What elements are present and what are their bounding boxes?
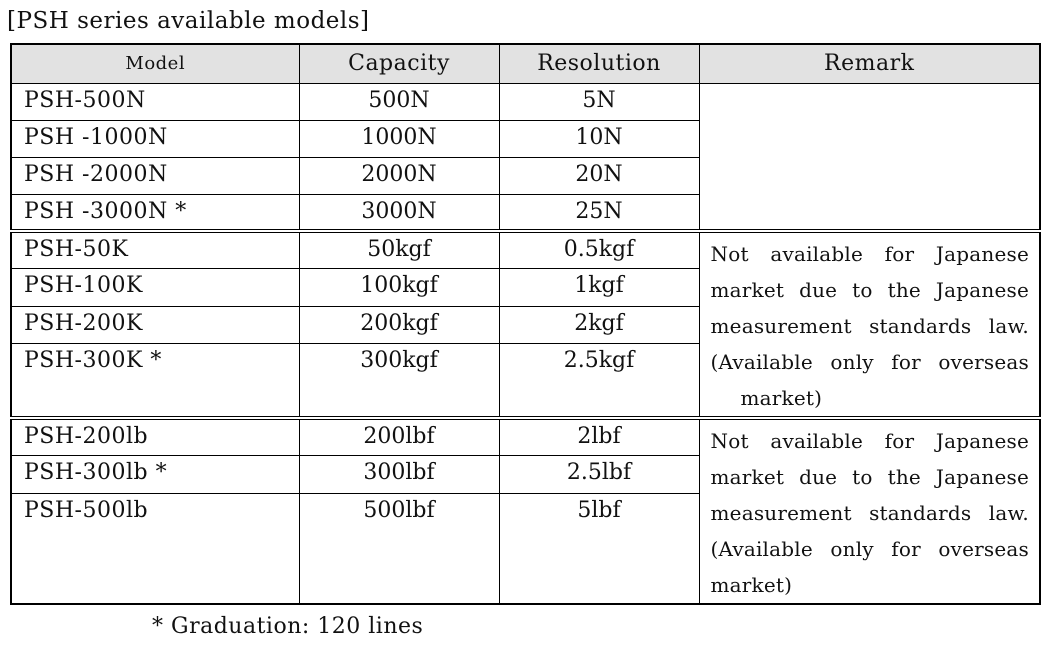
model-cell: PSH-100K [10, 268, 300, 307]
column-header-resolution: Resolution [498, 43, 700, 84]
model-cell: PSH -1000N [10, 119, 300, 158]
model-cell: PSH -2000N [10, 156, 300, 195]
page-title: [PSH series available models] [7, 8, 370, 34]
capacity-cell: 500N [298, 82, 500, 121]
remark-text-line: Not available for Japanese [710, 429, 1029, 454]
remark-cell-newton [698, 82, 1041, 232]
model-cell: PSH -3000N * [10, 193, 300, 232]
capacity-cell: 2000N [298, 156, 500, 195]
table-row: PSH-200lb 200lbf 2lbf Not available for … [10, 416, 1041, 605]
capacity-cell: 100kgf [298, 268, 500, 307]
models-table: Model Capacity Resolution Remark PSH-500… [10, 42, 1041, 606]
table-row: PSH-50K 50kgf 0.5kgf Not available for J… [10, 229, 1041, 419]
remark-text-line: measurement standards law. [710, 501, 1029, 526]
table-row: PSH-100K 100kgf 1kgf [10, 268, 1040, 307]
column-header-remark: Remark [698, 43, 1041, 84]
table-row: PSH-500lb 500lbf 5lbf [10, 493, 1040, 605]
model-cell: PSH-200lb [10, 416, 300, 457]
resolution-cell: 5lbf [498, 493, 700, 605]
resolution-cell: 2.5kgf [498, 343, 700, 419]
resolution-cell: 0.5kgf [498, 229, 700, 270]
capacity-cell: 1000N [298, 119, 500, 158]
model-cell: PSH-500N [10, 82, 300, 121]
remark-cell-kgf: Not available for Japanese market due to… [698, 229, 1041, 419]
model-cell: PSH-200K [10, 305, 300, 345]
column-header-capacity: Capacity [298, 43, 500, 84]
remark-text-line: measurement standards law. [710, 314, 1029, 339]
model-cell: PSH-50K [10, 229, 300, 270]
resolution-cell: 5N [498, 82, 700, 121]
resolution-cell: 2kgf [498, 305, 700, 345]
graduation-footnote: * Graduation: 120 lines [152, 614, 424, 640]
resolution-cell: 20N [498, 156, 700, 195]
table-row: PSH -1000N 1000N 10N [10, 119, 1040, 158]
table-row: PSH-300K * 300kgf 2.5kgf [10, 343, 1040, 419]
capacity-cell: 500lbf [298, 493, 500, 605]
table-header-row: Model Capacity Resolution Remark [10, 43, 1041, 84]
remark-text-line: market due to the Japanese [710, 278, 1029, 303]
remark-text-line: Not available for Japanese [710, 242, 1029, 267]
resolution-cell: 1kgf [498, 268, 700, 307]
model-cell: PSH-300K * [10, 343, 300, 419]
resolution-cell: 2.5lbf [498, 455, 700, 495]
model-cell: PSH-500lb [10, 493, 300, 605]
capacity-cell: 300lbf [298, 455, 500, 495]
capacity-cell: 200lbf [298, 416, 500, 457]
table-row: PSH-500N 500N 5N [10, 82, 1041, 232]
remark-text-line: (Available only for overseas [710, 350, 1029, 375]
model-cell: PSH-300lb * [10, 455, 300, 495]
remark-text-line: market) [740, 386, 823, 411]
resolution-cell: 2lbf [498, 416, 700, 457]
page: [PSH series available models] Model Capa… [7, 8, 1041, 640]
resolution-cell: 25N [498, 193, 700, 232]
capacity-cell: 50kgf [298, 229, 500, 270]
column-header-model: Model [10, 43, 300, 84]
remark-cell-lbf: Not available for Japanese market due to… [698, 416, 1041, 605]
capacity-cell: 300kgf [298, 343, 500, 419]
remark-text-line: market) [710, 573, 793, 598]
table-row: PSH-300lb * 300lbf 2.5lbf [10, 455, 1040, 495]
remark-text-line: market due to the Japanese [710, 465, 1029, 490]
capacity-cell: 200kgf [298, 305, 500, 345]
remark-text-line: (Available only for overseas [710, 537, 1029, 562]
resolution-cell: 10N [498, 119, 700, 158]
capacity-cell: 3000N [298, 193, 500, 232]
table-row: PSH-200K 200kgf 2kgf [10, 305, 1040, 345]
